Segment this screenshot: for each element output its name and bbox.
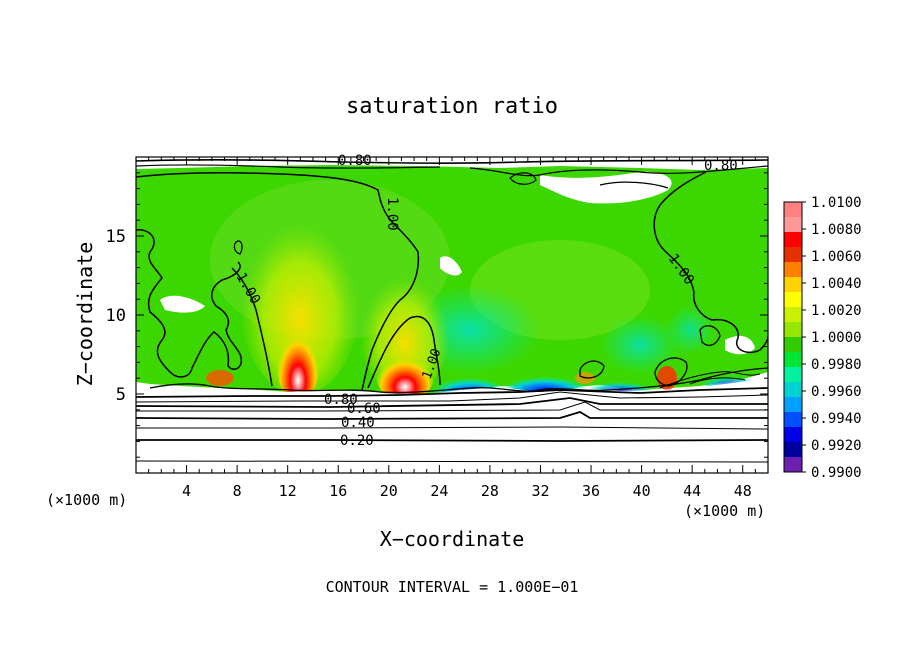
contour-line-080-top bbox=[136, 159, 768, 164]
colorbar-swatch bbox=[784, 397, 802, 413]
contour-line-100-plume bbox=[367, 315, 441, 389]
field-white-bottom bbox=[136, 378, 768, 473]
contour-line-040 bbox=[136, 411, 768, 420]
contour-line-100 bbox=[136, 229, 242, 378]
x-axis-label: X−coordinate bbox=[380, 527, 525, 551]
contour-line-080 bbox=[136, 387, 768, 398]
colorbar-swatch bbox=[784, 322, 802, 338]
contour-label: 0.40 bbox=[341, 415, 375, 431]
x-tick-label: 4 bbox=[182, 482, 191, 500]
contour-line-080-top bbox=[136, 164, 441, 169]
contour-label: 0.80 bbox=[324, 392, 358, 408]
field-cyan-patch bbox=[665, 305, 715, 355]
y-tick-label: 10 bbox=[106, 306, 126, 326]
colorbar-tick-label: 0.9980 bbox=[811, 357, 862, 373]
colorbar-swatch bbox=[784, 202, 802, 218]
colorbar-tick-label: 0.9900 bbox=[811, 465, 862, 481]
plot-area bbox=[136, 157, 768, 473]
x-axis: 4 8 12 16 20 24 28 32 36 40 44 48 bbox=[148, 157, 756, 500]
contour-line-100 bbox=[653, 171, 768, 354]
y-tick-label: 15 bbox=[106, 227, 126, 247]
x-tick-label: 24 bbox=[430, 482, 448, 500]
colorbar-swatch bbox=[784, 337, 802, 353]
y-axis-unit: (×1000 m) bbox=[46, 491, 127, 509]
field-white-patch bbox=[540, 171, 672, 204]
contour-line-100-right bbox=[699, 325, 721, 347]
x-tick-label: 12 bbox=[279, 482, 297, 500]
contour-line-thin bbox=[136, 391, 768, 403]
colorbar-swatch bbox=[784, 457, 802, 473]
colorbar-tick-label: 0.9920 bbox=[811, 438, 862, 454]
contour-line-080-top bbox=[599, 181, 669, 189]
colorbar-tick-label: 0.9960 bbox=[811, 384, 862, 400]
contour-label: 0.60 bbox=[347, 401, 381, 417]
y-axis: 5 10 15 bbox=[106, 172, 768, 458]
contour-line-thin bbox=[136, 401, 768, 412]
chart-title: saturation ratio bbox=[346, 94, 558, 119]
contour-line-cloud-base bbox=[689, 377, 746, 385]
contour-lines bbox=[136, 159, 768, 463]
contour-label: 0.80 bbox=[704, 158, 738, 174]
x-tick-label: 32 bbox=[531, 482, 549, 500]
contour-line-100-right bbox=[654, 357, 688, 387]
contour-label: 1.00 bbox=[384, 197, 400, 231]
contour-line-020 bbox=[136, 439, 768, 442]
x-tick-label: 48 bbox=[734, 482, 752, 500]
colorbar-swatch bbox=[784, 217, 802, 233]
colorbar-tick-label: 0.9940 bbox=[811, 411, 862, 427]
field-hot-core bbox=[206, 370, 234, 386]
x-tick-label: 20 bbox=[380, 482, 398, 500]
colorbar-swatch bbox=[784, 277, 802, 293]
contour-line-100 bbox=[136, 172, 420, 391]
colorbar-swatch bbox=[784, 412, 802, 428]
colorbar-tick-label: 1.0020 bbox=[811, 303, 862, 319]
x-tick-label: 40 bbox=[633, 482, 651, 500]
x-axis-unit: (×1000 m) bbox=[684, 502, 765, 520]
x-tick-label: 44 bbox=[683, 482, 701, 500]
colorbar: 1.0100 1.0080 1.0060 1.0040 1.0020 1.0000 0.99… bbox=[783, 195, 862, 481]
colorbar-tick-label: 1.0040 bbox=[811, 276, 862, 292]
contour-label: 0.80 bbox=[338, 153, 372, 169]
colorbar-tick-label: 1.0100 bbox=[811, 195, 862, 211]
contour-line-080-top bbox=[509, 172, 537, 185]
x-tick-label: 16 bbox=[329, 482, 347, 500]
field-hot-core bbox=[375, 345, 435, 401]
field-yellow-plume bbox=[240, 205, 360, 395]
colorbar-tick-label: 1.0060 bbox=[811, 249, 862, 265]
contour-line-thin bbox=[136, 460, 768, 463]
colorbar-tick-label: 1.0080 bbox=[811, 222, 862, 238]
field-cyan-patch bbox=[600, 315, 680, 375]
contour-line-100-small bbox=[233, 240, 243, 255]
x-tick-label: 8 bbox=[233, 482, 242, 500]
colorbar-swatch bbox=[784, 307, 802, 323]
colorbar-swatch bbox=[784, 427, 802, 443]
y-axis-label: Z−coordinate bbox=[73, 242, 97, 387]
colorbar-swatch bbox=[784, 292, 802, 308]
field-hot-core bbox=[276, 313, 320, 403]
colorbar-swatch bbox=[784, 247, 802, 263]
contour-line-060 bbox=[136, 397, 768, 408]
contour-line-100-right bbox=[579, 360, 605, 379]
contour-interval-note: CONTOUR INTERVAL = 1.000E−01 bbox=[326, 578, 579, 596]
colorbar-swatch bbox=[784, 367, 802, 383]
colorbar-swatch bbox=[784, 382, 802, 398]
colorbar-swatch bbox=[784, 442, 802, 458]
field-white-patch bbox=[440, 256, 462, 276]
contour-line-100-inner bbox=[231, 267, 273, 387]
field-white-patch bbox=[160, 295, 205, 313]
colorbar-swatch bbox=[784, 352, 802, 368]
colorbar-swatch bbox=[784, 232, 802, 248]
x-tick-label: 36 bbox=[582, 482, 600, 500]
contour-label: 0.20 bbox=[340, 433, 374, 449]
colorbar-tick-label: 1.0000 bbox=[811, 330, 862, 346]
field-white-patch bbox=[725, 335, 755, 355]
colorbar-swatch bbox=[784, 262, 802, 278]
contour-line-thin bbox=[136, 426, 768, 430]
x-tick-label: 28 bbox=[481, 482, 499, 500]
y-tick-label: 5 bbox=[116, 385, 126, 405]
